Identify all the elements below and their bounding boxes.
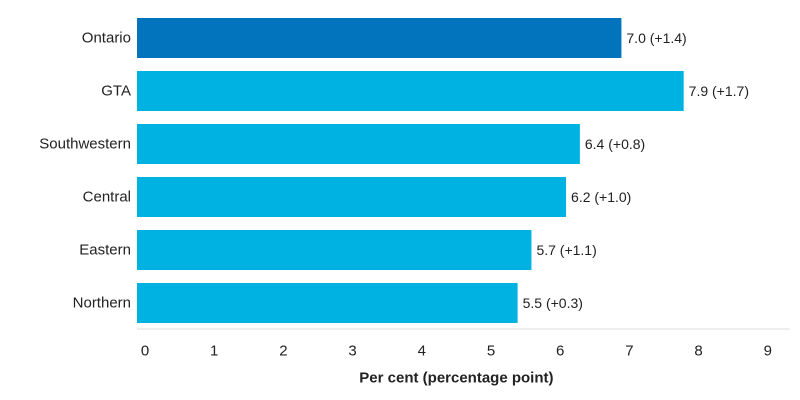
x-tick-label: 5	[487, 343, 495, 360]
bars	[137, 18, 684, 323]
x-tick-label: 1	[210, 343, 218, 360]
category-label: Northern	[73, 295, 131, 312]
data-label: 7.0 (+1.4)	[626, 30, 686, 46]
x-tick-label: 4	[418, 343, 426, 360]
data-labels: 7.0 (+1.4) 7.9 (+1.7) 6.4 (+0.8) 6.2 (+1.0)…	[523, 30, 749, 311]
data-label: 7.9 (+1.7)	[689, 83, 749, 99]
bar-eastern	[137, 230, 532, 270]
data-label: 5.7 (+1.1)	[536, 242, 596, 258]
category-label: GTA	[101, 83, 131, 100]
category-label: Southwestern	[39, 136, 131, 153]
x-tick-label: 7	[625, 343, 633, 360]
bar-southwestern	[137, 124, 580, 164]
x-tick-label: 8	[694, 343, 702, 360]
category-label: Eastern	[79, 242, 131, 259]
bar-central	[137, 177, 567, 217]
x-tick-label: 0	[141, 343, 149, 360]
x-tick-label: 9	[764, 343, 772, 360]
bar-gta	[137, 71, 684, 111]
x-tick-label: 6	[556, 343, 564, 360]
data-label: 5.5 (+0.3)	[523, 295, 583, 311]
bar-northern	[137, 283, 518, 323]
category-labels: Ontario GTA Southwestern Central Eastern Nort…	[39, 30, 131, 312]
x-axis-ticks: 0 1 2 3 4 5 6 7 8 9	[141, 343, 772, 360]
data-label: 6.4 (+0.8)	[585, 136, 645, 152]
x-tick-label: 2	[279, 343, 287, 360]
bar-ontario	[137, 18, 622, 58]
data-label: 6.2 (+1.0)	[571, 189, 631, 205]
x-tick-label: 3	[348, 343, 356, 360]
category-label: Ontario	[82, 30, 131, 47]
category-label: Central	[83, 189, 131, 206]
x-axis-title: Per cent (percentage point)	[359, 370, 553, 387]
